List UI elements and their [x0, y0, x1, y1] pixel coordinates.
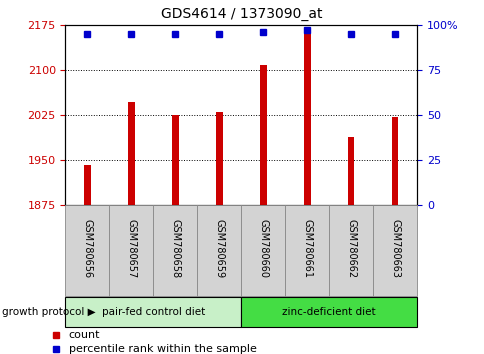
Bar — [172, 115, 178, 205]
Text: GSM780656: GSM780656 — [82, 219, 92, 278]
Text: GSM780663: GSM780663 — [389, 219, 399, 278]
Text: GSM780658: GSM780658 — [170, 219, 180, 278]
FancyBboxPatch shape — [329, 205, 372, 296]
Text: pair-fed control diet: pair-fed control diet — [102, 307, 205, 318]
FancyBboxPatch shape — [65, 297, 241, 327]
Title: GDS4614 / 1373090_at: GDS4614 / 1373090_at — [160, 7, 321, 21]
FancyBboxPatch shape — [285, 205, 329, 296]
FancyBboxPatch shape — [109, 205, 153, 296]
Bar — [84, 165, 91, 205]
Bar — [303, 29, 310, 205]
Text: GSM780657: GSM780657 — [126, 219, 136, 278]
FancyBboxPatch shape — [241, 205, 285, 296]
FancyBboxPatch shape — [65, 205, 109, 296]
FancyBboxPatch shape — [241, 297, 416, 327]
Bar — [347, 137, 354, 205]
Bar — [215, 112, 222, 205]
Text: zinc-deficient diet: zinc-deficient diet — [282, 307, 375, 318]
Text: GSM780661: GSM780661 — [302, 219, 312, 278]
Bar — [128, 102, 135, 205]
Bar — [391, 117, 397, 205]
Text: GSM780659: GSM780659 — [214, 219, 224, 278]
Text: count: count — [69, 330, 100, 340]
FancyBboxPatch shape — [153, 205, 197, 296]
Text: GSM780662: GSM780662 — [346, 219, 355, 278]
Text: growth protocol ▶: growth protocol ▶ — [2, 307, 96, 318]
Text: percentile rank within the sample: percentile rank within the sample — [69, 344, 256, 354]
Text: GSM780660: GSM780660 — [258, 219, 268, 278]
FancyBboxPatch shape — [372, 205, 416, 296]
Bar — [259, 65, 266, 205]
FancyBboxPatch shape — [197, 205, 241, 296]
